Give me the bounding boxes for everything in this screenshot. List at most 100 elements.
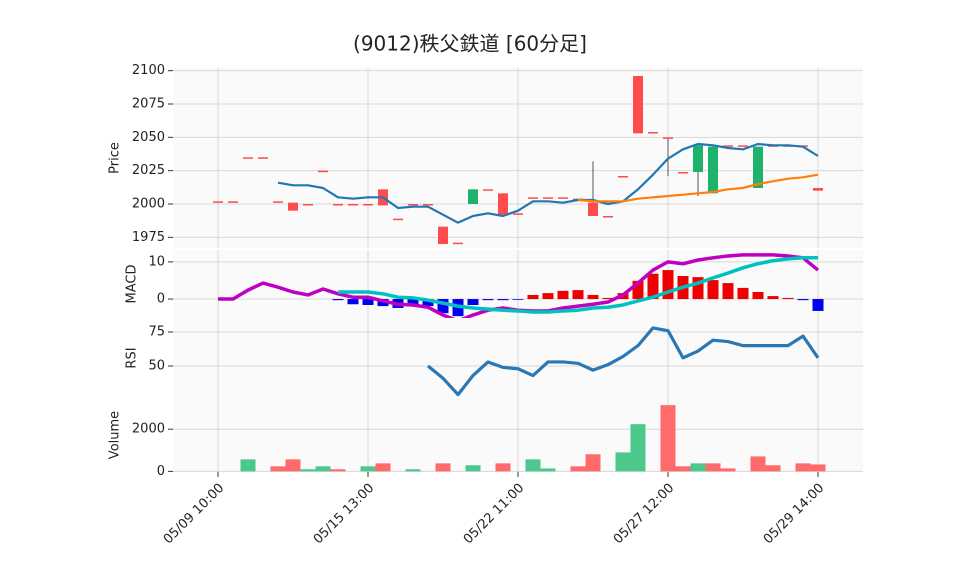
candle-body [708,146,718,194]
histogram-bar [572,290,584,300]
x-tick-label: 05/27 12:00 [611,481,678,548]
candle-body [543,197,553,199]
histogram-bar [407,299,419,305]
volume-bar [495,463,511,472]
candle-body [438,226,448,244]
y-tick-label: 75 [148,325,165,340]
volume-bar [615,452,631,472]
y-tick-label: 2025 [132,163,165,178]
volume-bar [750,456,766,472]
volume-bar [405,469,421,472]
volume-bar [585,454,601,472]
y-tick-label: 2050 [132,130,165,145]
candle-body [678,172,688,174]
volume-bar [375,463,391,472]
candle-body [723,145,733,147]
histogram-bar [332,299,344,301]
volume-bar [660,405,676,472]
candle-body [648,132,658,134]
histogram-bar [707,280,719,300]
histogram-bar [662,270,674,300]
histogram-bar [587,294,599,300]
histogram-bar [512,299,524,300]
histogram-bar [497,299,509,301]
histogram-bar [752,291,764,300]
volume-bar [630,424,646,472]
y-tick-label: 1975 [132,230,165,245]
histogram-bar [467,299,479,305]
histogram-bar [557,290,569,300]
histogram-bar [782,297,794,300]
histogram-bar [482,299,494,301]
histogram-bar [737,287,749,300]
histogram-bar [647,273,659,300]
candle-body [258,157,268,159]
y-axis-label: Volume [108,411,123,459]
volume-bar [270,466,286,472]
series-line [577,173,819,203]
series-line [338,256,818,314]
series-line [426,326,820,397]
candle-body [483,189,493,191]
candle-body [318,170,328,173]
candle-body [663,137,673,139]
y-tick-label: 2000 [132,197,165,212]
histogram-bar [812,299,824,311]
volume-bar [300,469,316,472]
volume-bar [360,466,376,472]
candle-body [453,242,463,245]
volume-bar [795,463,811,472]
histogram-bar [797,299,809,301]
histogram-bar [722,283,734,300]
volume-bar [675,466,691,472]
candle-body [498,193,508,215]
candle-body [693,145,703,172]
y-tick-label: 0 [157,292,165,307]
y-tick-label: 10 [148,254,165,269]
volume-bar [315,466,331,472]
volume-bar [720,468,736,472]
volume-bar [570,466,586,472]
histogram-bar [767,296,779,300]
candle-body [243,157,253,159]
y-tick-label: 2000 [132,422,165,437]
candle-body [513,213,523,215]
candle-body [363,204,373,206]
volume-bar [705,463,721,472]
y-tick-label: 50 [148,359,165,374]
volume-bar [540,468,556,472]
candle-body [213,201,223,203]
histogram-bar [437,299,449,314]
volume-bar [435,463,451,472]
candle-body [273,201,283,203]
volume-bar [810,464,826,472]
volume-bar [285,459,301,472]
volume-bar [465,465,481,472]
y-axis-label: MACD [125,265,140,304]
candle-body [633,76,643,134]
candle-body [303,204,313,206]
candle-body [753,146,763,188]
y-tick-label: 2100 [132,63,165,78]
histogram-bar [422,299,434,307]
histogram-bar [632,280,644,300]
y-tick-label: 0 [157,464,165,479]
candle-body [288,202,298,211]
x-tick-label: 05/15 13:00 [311,481,378,548]
y-axis-label: RSI [125,347,140,368]
volume-bar [690,463,706,472]
candle-body [468,189,478,204]
histogram-bar [347,299,359,305]
histogram-bar [542,293,554,300]
candle-body [348,204,358,206]
x-tick-label: 05/22 11:00 [461,481,528,548]
candle-body [228,201,238,203]
candle-body [408,204,418,206]
series-line [277,142,819,224]
x-tick-label: 05/29 14:00 [761,481,828,548]
candle-body [603,216,613,218]
candle-body [738,145,748,147]
y-axis-label: Price [108,142,123,174]
histogram-bar [527,294,539,300]
